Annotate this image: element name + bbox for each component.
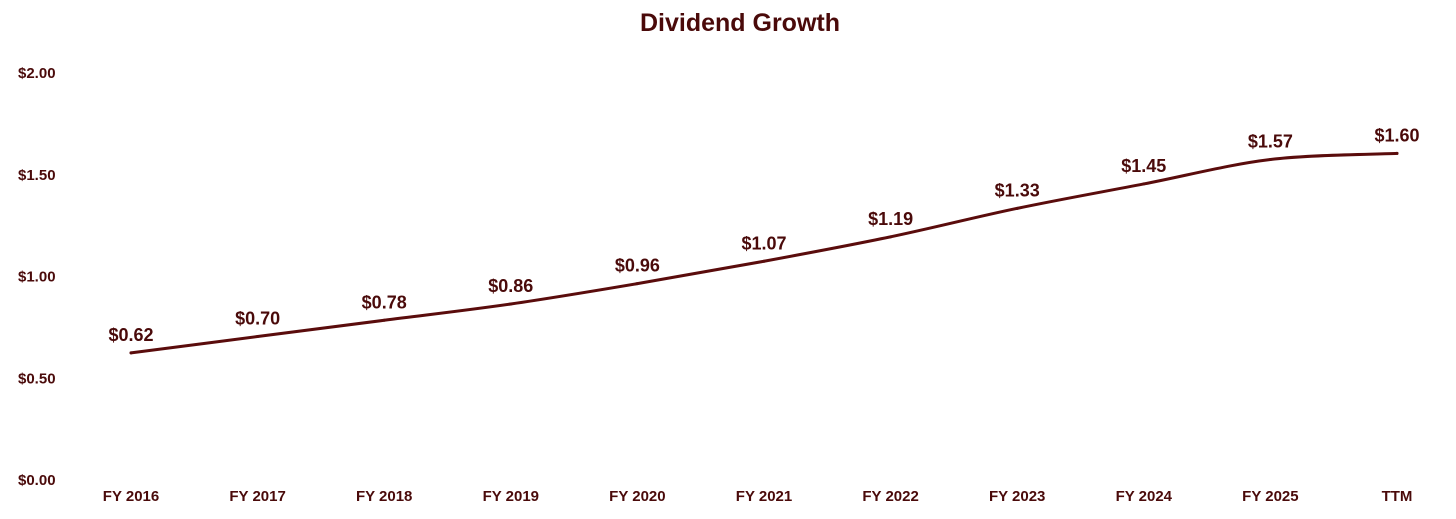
chart-title: Dividend Growth [640, 9, 840, 37]
x-tick-label: FY 2025 [1242, 488, 1298, 505]
y-tick-label: $0.00 [18, 472, 56, 489]
y-tick-label: $0.50 [18, 370, 56, 387]
data-point [382, 318, 386, 322]
data-point [1015, 206, 1019, 210]
data-label: $0.70 [235, 309, 280, 329]
data-point [635, 282, 639, 286]
x-tick-label: FY 2018 [356, 488, 412, 505]
x-tick-label: FY 2024 [1116, 488, 1173, 505]
data-label: $0.78 [362, 292, 407, 312]
data-label: $0.86 [488, 276, 533, 296]
data-labels: $0.62 $0.70 $0.78 $0.86 $0.96 $1.07 $1.19 $1.33… [108, 125, 1419, 344]
data-label: $0.62 [108, 325, 153, 345]
x-tick-label: FY 2023 [989, 488, 1045, 505]
data-point [1395, 151, 1399, 155]
data-point [889, 235, 893, 239]
x-tick-label: FY 2021 [736, 488, 792, 505]
y-tick-label: $1.00 [18, 269, 56, 286]
y-axis: $0.00 $0.50 $1.00 $1.50 $2.00 [18, 65, 56, 489]
data-label: $1.45 [1121, 156, 1166, 176]
data-point [256, 335, 260, 339]
data-point [1142, 182, 1146, 186]
data-points [129, 151, 1399, 355]
data-label: $1.57 [1248, 132, 1293, 152]
x-tick-label: FY 2017 [229, 488, 285, 505]
y-tick-label: $1.50 [18, 167, 56, 184]
x-tick-label: FY 2022 [862, 488, 918, 505]
data-label: $1.07 [741, 233, 786, 253]
data-label: $1.60 [1374, 125, 1419, 145]
x-tick-label: FY 2016 [103, 488, 159, 505]
data-point [509, 302, 513, 306]
y-tick-label: $2.00 [18, 65, 56, 82]
x-tick-label: FY 2019 [483, 488, 539, 505]
data-label: $1.19 [868, 209, 913, 229]
x-axis: FY 2016 FY 2017 FY 2018 FY 2019 FY 2020 FY 20… [103, 488, 1413, 505]
data-point [129, 351, 133, 355]
data-label: $1.33 [995, 180, 1040, 200]
data-point [1268, 158, 1272, 162]
x-tick-label: FY 2020 [609, 488, 665, 505]
data-label: $0.96 [615, 256, 660, 276]
x-tick-label: TTM [1382, 488, 1413, 505]
data-point [762, 259, 766, 263]
